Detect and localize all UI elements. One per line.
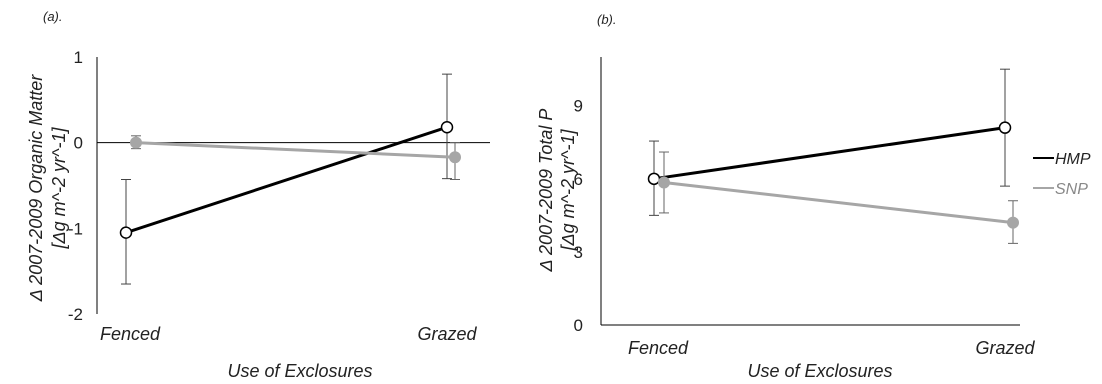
panel-b-xlabel: Use of Exclosures xyxy=(747,361,892,381)
panel-b-ytick-label: 0 xyxy=(574,316,583,335)
panel-b-ytick-label: 9 xyxy=(574,97,583,116)
panel-b-series-line-snp xyxy=(663,180,1014,225)
panel-b-ylabel-line2: [Δg m^-2 yr^-1] xyxy=(558,129,578,252)
panel-a-ylabel-line1: Δ 2007-2009 Organic Matter xyxy=(26,74,46,303)
panel-a-xlabel: Use of Exclosures xyxy=(227,361,372,381)
panel-a-point-snp xyxy=(130,136,142,149)
panel-b-point-snp xyxy=(658,176,670,189)
panel-a-ytick-label: 1 xyxy=(74,48,83,67)
panel-b-point-hmp xyxy=(647,172,661,186)
panel-a-ytick-label: -1 xyxy=(68,219,83,238)
panel-a-label: (a). xyxy=(43,9,63,24)
panel-a-ytick-label: 0 xyxy=(74,134,83,153)
panel-b-point-hmp xyxy=(998,121,1012,134)
panel-b-series-line-hmp xyxy=(653,126,1006,181)
panel-a-point-hmp xyxy=(119,226,133,239)
panel-b-xtick-label: Fenced xyxy=(628,338,689,358)
panel-a-xtick-label: Fenced xyxy=(100,324,161,344)
panel-b-ylabel-line1: Δ 2007-2009 Total P xyxy=(536,109,556,273)
panel-b-ytick-label: 6 xyxy=(574,170,583,189)
panel-b-label: (b). xyxy=(597,12,617,27)
panel-a-series-line-hmp xyxy=(125,125,448,235)
legend-label-snp: SNP xyxy=(1055,181,1088,198)
panel-b-point-snp xyxy=(1007,216,1019,229)
panel-a-series-line-snp xyxy=(135,141,456,159)
panel-a-ytick-label: -2 xyxy=(68,305,83,324)
panel-b-ytick-label: 3 xyxy=(574,243,583,262)
panel-a-ylabel-line2: [Δg m^-2 yr^-1] xyxy=(49,127,69,250)
legend-label-hmp: HMP xyxy=(1055,151,1091,168)
panel-a-point-snp xyxy=(449,151,461,164)
legend: HMP SNP xyxy=(1033,151,1091,198)
panel-b-xtick-label: Grazed xyxy=(975,338,1035,358)
panel-a-point-hmp xyxy=(440,120,454,134)
panel-a-xtick-label: Grazed xyxy=(417,324,477,344)
